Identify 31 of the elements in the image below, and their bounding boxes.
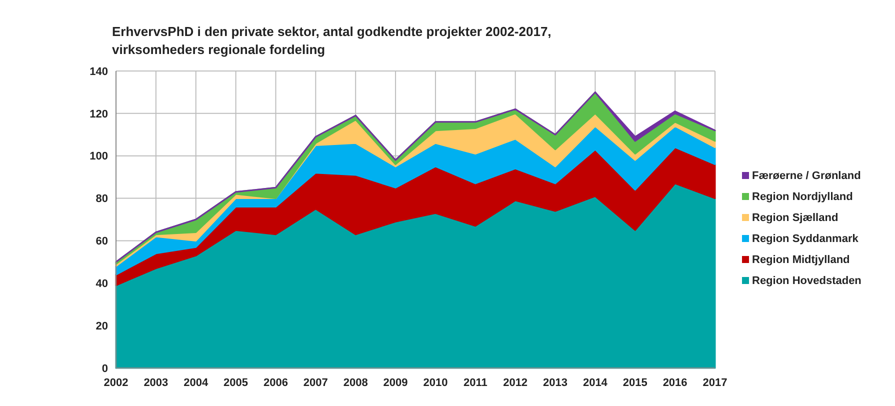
legend-label: Region Nordjylland — [752, 191, 853, 203]
y-tick-label: 20 — [96, 320, 108, 332]
x-tick-label: 2002 — [104, 377, 128, 389]
x-tick-label: 2015 — [622, 377, 648, 389]
x-tick-label: 2007 — [303, 377, 328, 389]
legend-label: Region Syddanmark — [752, 233, 860, 245]
x-tick-label: 2016 — [662, 377, 688, 389]
legend-label: Region Hovedstaden — [752, 275, 862, 287]
x-tick-label: 2008 — [343, 377, 368, 389]
legend-label: Region Midtjylland — [752, 254, 850, 266]
x-tick-label: 2006 — [263, 377, 288, 389]
chart-title: ErhvervsPhD i den private sektor, antal godkendte projekter 2002-2017, virksomheders regionale fordeling — [112, 24, 552, 57]
y-tick-label: 80 — [96, 193, 108, 206]
x-tick-label: 2017 — [702, 377, 728, 389]
y-tick-label: 100 — [90, 150, 108, 163]
x-tick-label: 2012 — [503, 377, 528, 389]
x-tick-label: 2004 — [184, 377, 209, 389]
x-tick-label: 2009 — [383, 377, 408, 389]
legend-label: Region Sjælland — [752, 212, 838, 224]
x-tick-label: 2005 — [224, 377, 248, 389]
x-tick-label: 2003 — [144, 377, 168, 389]
y-tick-label: 140 — [90, 66, 108, 78]
legend-label: Færøerne / Grønland — [752, 170, 861, 182]
x-tick-label: 2011 — [463, 377, 488, 389]
y-tick-label: 60 — [96, 236, 108, 248]
y-tick-label: 120 — [90, 108, 108, 120]
y-tick-label: 0 — [102, 362, 108, 375]
x-tick-label: 2010 — [423, 377, 448, 389]
x-tick-label: 2014 — [582, 377, 608, 389]
y-tick-label: 40 — [96, 278, 108, 290]
x-tick-label: 2013 — [543, 377, 568, 389]
